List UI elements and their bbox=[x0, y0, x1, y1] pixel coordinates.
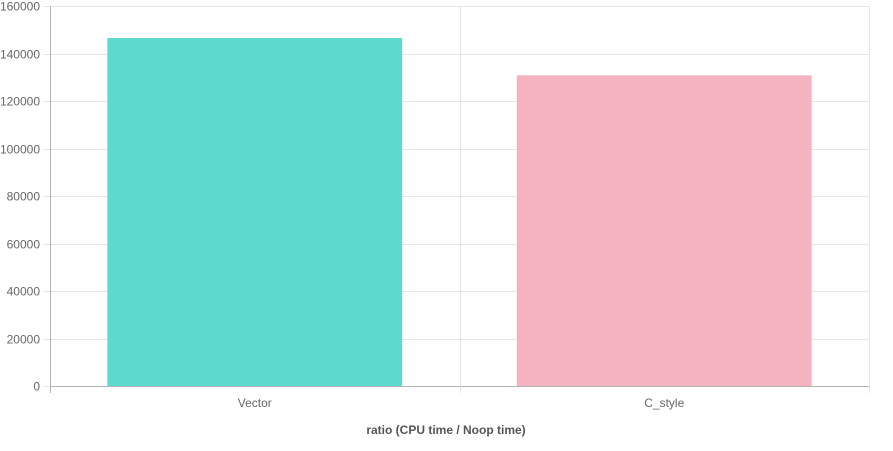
y-tick-label: 20000 bbox=[7, 333, 41, 347]
x-axis-title: ratio (CPU time / Noop time) bbox=[366, 423, 525, 437]
bars bbox=[107, 38, 812, 386]
y-tick-label: 0 bbox=[33, 380, 40, 394]
x-tick-label: Vector bbox=[238, 396, 272, 410]
y-tick-label: 120000 bbox=[0, 95, 40, 109]
y-tick-label: 60000 bbox=[7, 238, 41, 252]
bar-vector bbox=[107, 38, 403, 386]
y-tick-label: 40000 bbox=[7, 285, 41, 299]
axes bbox=[50, 6, 869, 387]
x-axis-ticks: Vector C_style bbox=[50, 386, 870, 410]
y-tick-label: 140000 bbox=[0, 48, 40, 62]
y-tick-label: 160000 bbox=[0, 0, 40, 14]
y-tick-label: 100000 bbox=[0, 143, 40, 157]
y-axis-ticks: 0 20000 40000 60000 80000 100000 120000 140000 1… bbox=[0, 0, 50, 394]
x-tick-label: C_style bbox=[644, 396, 684, 410]
bar-c-style bbox=[516, 75, 812, 386]
y-tick-label: 80000 bbox=[7, 190, 41, 204]
